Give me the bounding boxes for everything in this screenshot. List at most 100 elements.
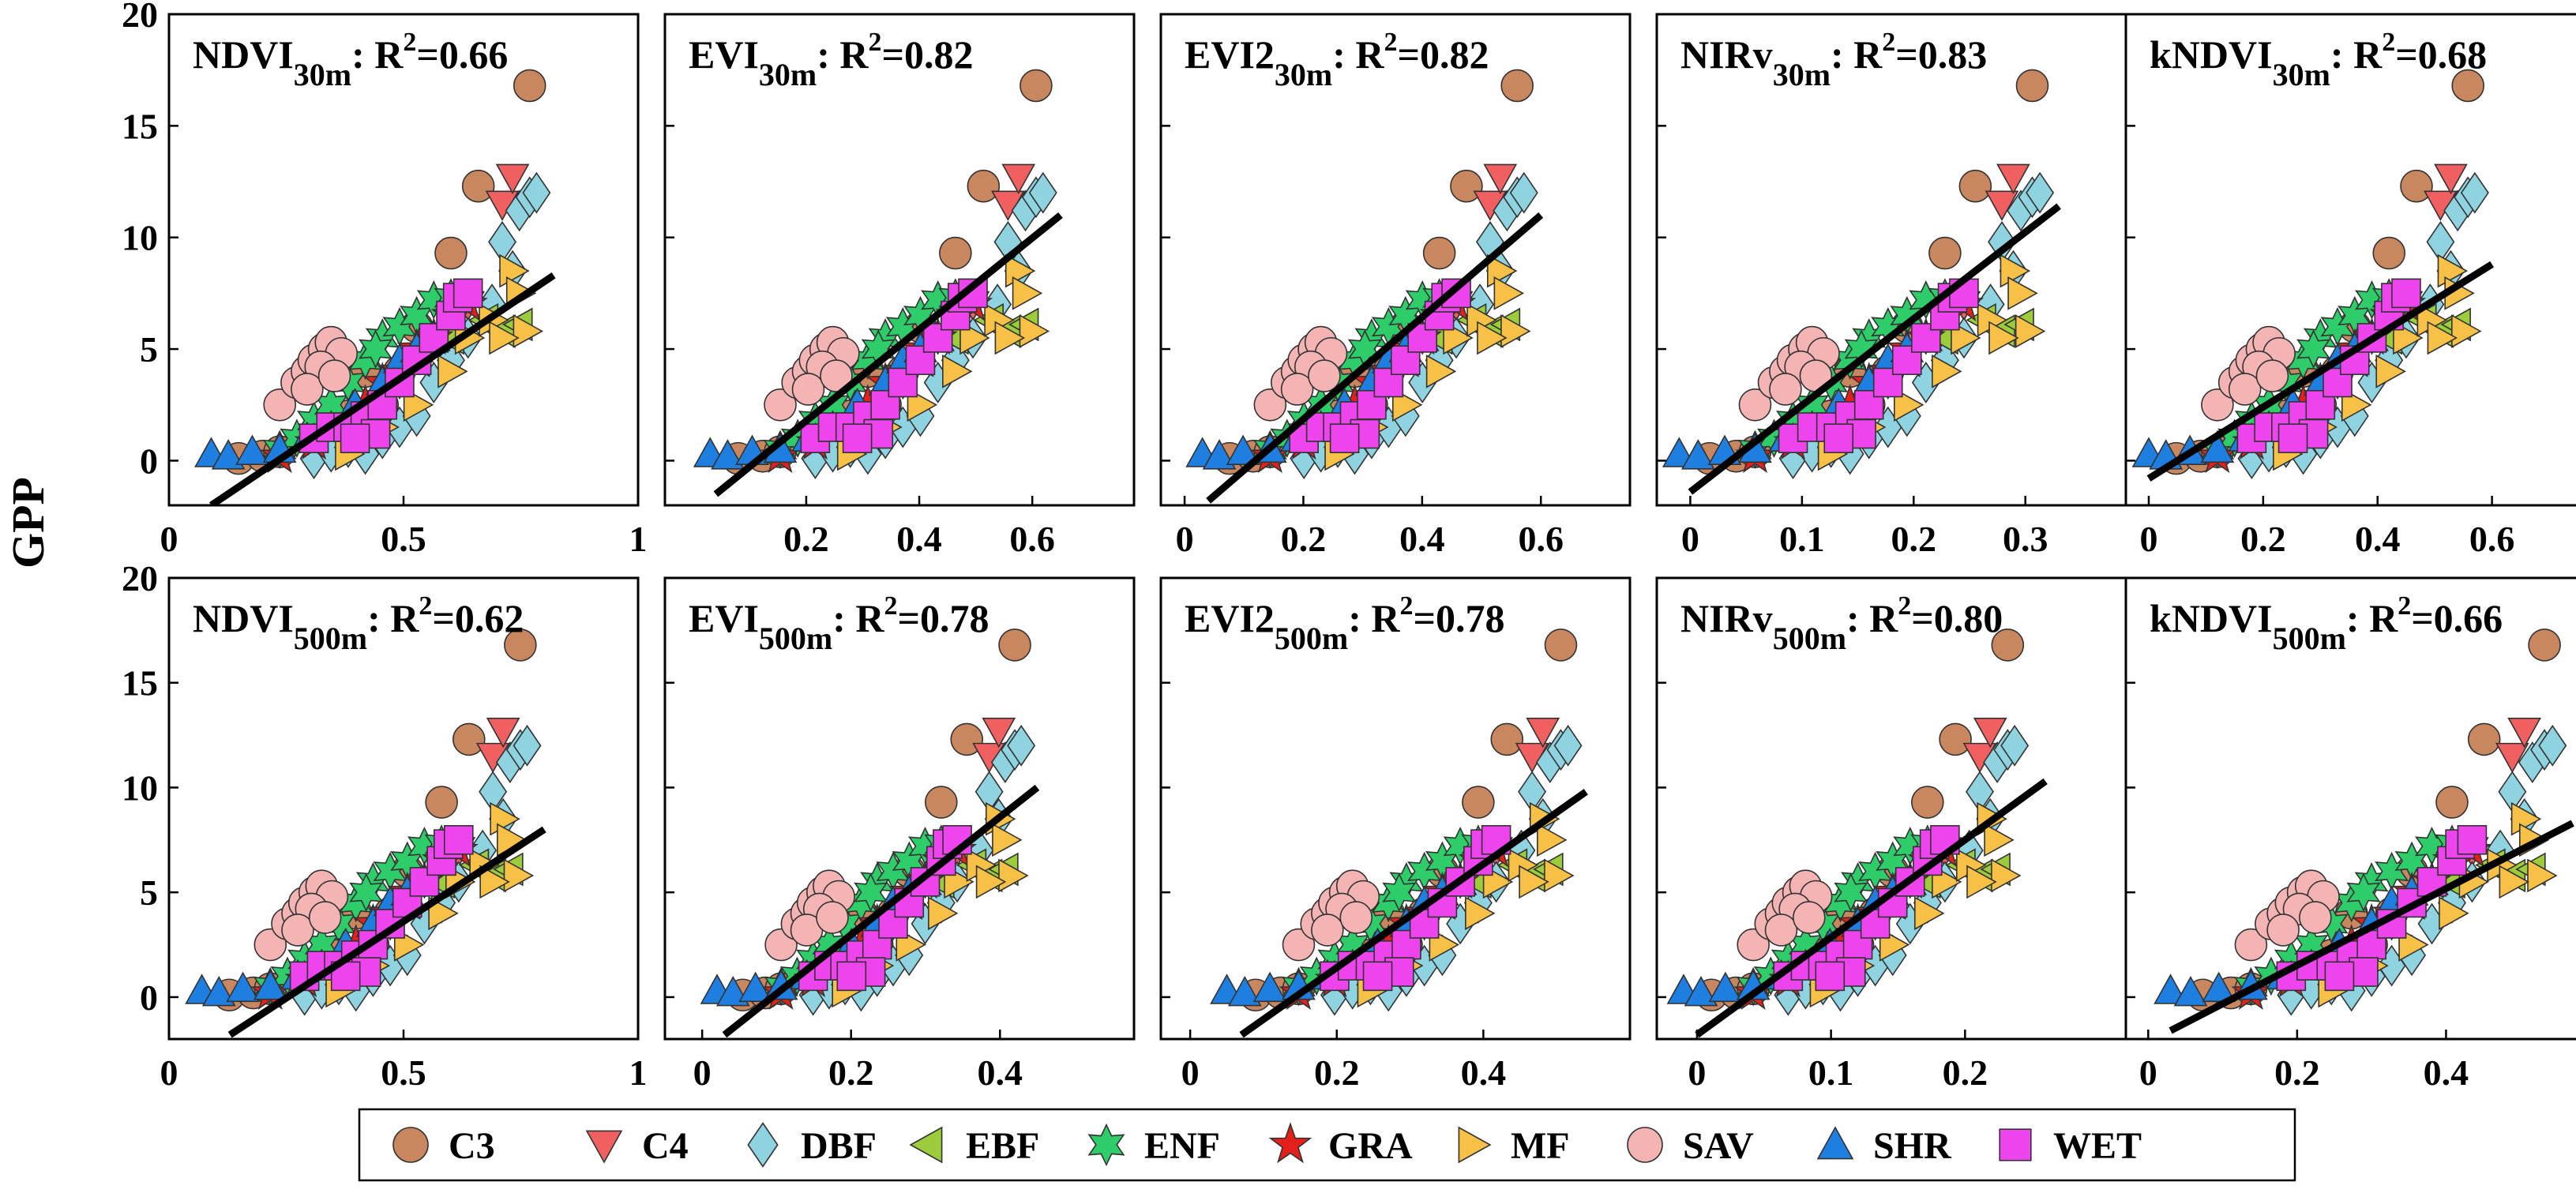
point-c3	[1490, 722, 1524, 756]
point-sav	[1282, 928, 1316, 962]
panel-kndvi-30m: 0 0.2 0.4 0.6 kNDVI30m: R2=0.68	[2124, 13, 2576, 559]
panel-title: NDVI500m: R2=0.62	[193, 591, 524, 656]
panel-evi-500m: 0 0.2 0.4 EVI500m: R2=0.78	[663, 576, 1136, 1093]
point-sav	[1253, 388, 1287, 422]
point-c4	[1526, 717, 1560, 748]
point-enf	[2296, 329, 2331, 369]
legend: C3 C4 DBF EBF ENF GRA MF SAV SHR WET	[358, 1108, 2296, 1182]
point-sav	[1792, 901, 1826, 934]
y-tick-label: 10	[122, 218, 158, 258]
legend-marker-gra	[1268, 1122, 1312, 1164]
point-wet	[836, 961, 867, 992]
legend-item-c4: C4	[585, 1125, 689, 1167]
point-enf	[2346, 872, 2381, 913]
point-sav	[263, 388, 296, 422]
point-shr	[226, 971, 260, 1003]
point-sav	[2201, 388, 2234, 422]
point-dbf	[2538, 724, 2567, 767]
x-tick-label: 0.4	[1461, 1052, 1507, 1093]
y-tick-label: 5	[140, 329, 158, 370]
x-tick-label: 0.2	[2274, 1052, 2320, 1093]
fit-line	[1695, 778, 2048, 1038]
legend-marker-c4	[585, 1130, 623, 1164]
point-c4	[2434, 163, 2468, 195]
point-mf	[479, 865, 510, 899]
point-sav	[2266, 914, 2300, 947]
point-c3	[434, 236, 468, 270]
point-c3	[967, 169, 1001, 203]
fit-line	[2169, 820, 2574, 1034]
point-mf	[2527, 858, 2558, 893]
point-shr	[2173, 975, 2208, 1007]
point-sav	[1308, 359, 1341, 392]
point-c3	[2372, 236, 2406, 270]
fit-line	[1206, 212, 1544, 504]
x-tick-label: 1	[629, 519, 648, 559]
point-c3	[925, 786, 958, 819]
point-mf	[1477, 321, 1508, 355]
point-enf	[349, 872, 384, 913]
legend-box	[358, 1108, 2296, 1182]
point-sav	[281, 914, 314, 947]
point-mf	[1012, 276, 1043, 310]
point-wet	[443, 825, 474, 855]
point-shr	[738, 971, 773, 1003]
legend-item-shr: SHR	[1816, 1125, 1952, 1167]
scatter-points	[194, 69, 556, 505]
legend-item-dbf: DBF	[747, 1122, 877, 1168]
panel-nirv-30m: 0 0.1 0.2 0.3 NIRv30m: R2=0.83	[1655, 13, 2127, 559]
point-mf	[928, 896, 959, 931]
legend-label: SAV	[1683, 1125, 1754, 1167]
point-wet	[2277, 423, 2308, 453]
legend-item-mf: MF	[1458, 1125, 1570, 1167]
point-mf	[2375, 355, 2406, 388]
point-shr	[1252, 971, 1287, 1003]
point-sav	[317, 359, 351, 392]
point-mf	[1984, 823, 2015, 857]
point-sav	[2255, 359, 2289, 392]
x-tick-label: 0	[1681, 519, 1699, 559]
point-mf	[503, 858, 535, 893]
legend-item-gra: GRA	[1268, 1122, 1413, 1167]
point-c4	[1483, 163, 1518, 195]
point-sav	[816, 901, 849, 934]
scatter-points	[1662, 69, 2061, 495]
x-tick-label: 0.6	[2469, 519, 2515, 559]
point-mf	[1914, 896, 1945, 931]
y-tick-label: 20	[122, 558, 158, 598]
legend-label: MF	[1511, 1125, 1570, 1167]
point-c3	[2015, 69, 2049, 103]
legend-marker-enf	[1087, 1123, 1125, 1167]
point-c4	[2507, 717, 2541, 748]
x-tick-label: 0.2	[2240, 519, 2286, 559]
legend-marker-wet	[1999, 1128, 2032, 1161]
point-shr	[1202, 439, 1237, 470]
x-tick-label: 0	[2139, 1052, 2157, 1093]
legend-marker-shr	[1816, 1126, 1854, 1160]
x-tick-label: 0.1	[1808, 1052, 1854, 1093]
point-c4	[1985, 190, 2019, 221]
panel-title: NDVI30m: R2=0.66	[193, 28, 508, 92]
axes-box	[2124, 576, 2576, 1041]
point-mf	[2499, 865, 2529, 899]
point-dbf	[2460, 171, 2489, 214]
axes-box	[1159, 13, 1632, 507]
scatter-points	[1666, 628, 2048, 1038]
point-c3	[1991, 628, 2025, 662]
point-dbf	[2026, 171, 2055, 214]
point-dbf	[1007, 724, 1036, 767]
point-mf	[1932, 355, 1962, 388]
point-wet	[1362, 961, 1393, 992]
point-shr	[2202, 971, 2236, 1003]
point-shr	[1226, 434, 1260, 465]
point-mf	[1519, 865, 1549, 899]
point-c3	[2467, 722, 2501, 756]
point-shr	[211, 439, 246, 470]
x-tick-label: 0.4	[2355, 519, 2401, 559]
panel-kndvi-500m: 0 0.2 0.4 kNDVI500m: R2=0.66	[2124, 576, 2576, 1093]
legend-label: C4	[642, 1125, 689, 1167]
point-wet	[340, 423, 370, 453]
point-c3	[1928, 236, 1962, 270]
fit-line	[713, 212, 1063, 497]
